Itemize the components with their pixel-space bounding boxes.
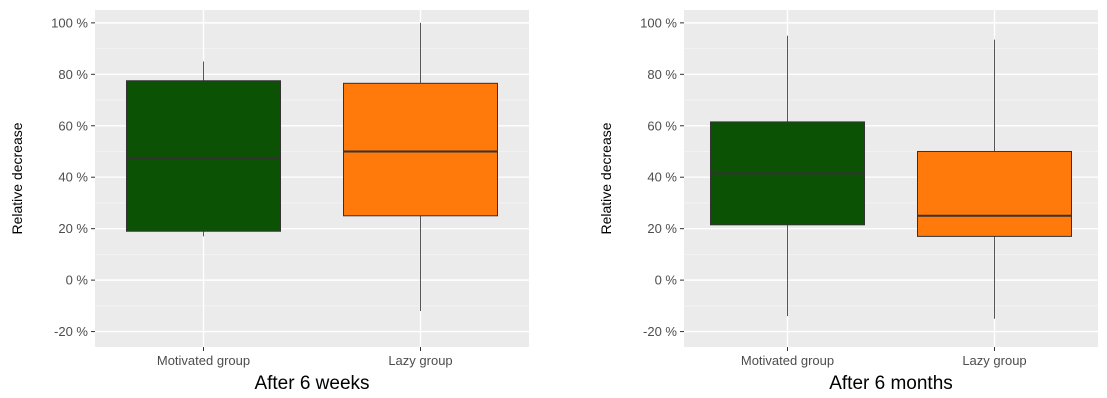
y-tick-label: 100 % xyxy=(51,15,88,30)
panel-2: -20 % 0 % 20 % 40 % 60 % 80 % 100 % Motivated g… xyxy=(598,10,1098,394)
x-tick-label: Lazy group xyxy=(388,353,452,368)
y-tick-label: 80 % xyxy=(647,67,677,82)
y-tick-label: 20 % xyxy=(58,221,88,236)
box-iqr xyxy=(126,80,281,232)
y-tick-label: 100 % xyxy=(640,15,677,30)
box-lazy-group xyxy=(343,22,498,311)
y-axis-label: Relative decrease xyxy=(598,122,614,234)
box-lazy-group xyxy=(917,39,1072,319)
x-tick-label: Motivated group xyxy=(741,353,834,368)
y-tick-label: 0 % xyxy=(66,273,89,288)
y-tick-label: 80 % xyxy=(58,67,88,82)
y-tick-label: 0 % xyxy=(655,273,678,288)
y-tick-label: -20 % xyxy=(643,324,677,339)
x-tick-label: Lazy group xyxy=(962,353,1026,368)
y-tick-label: 60 % xyxy=(647,118,677,133)
box-motivated-group xyxy=(126,61,281,237)
panel-1: -20 % 0 % 20 % 40 % 60 % 80 % 100 % Motivated g… xyxy=(9,10,529,394)
y-axis-label: Relative decrease xyxy=(9,122,25,234)
y-tick-label: 20 % xyxy=(647,221,677,236)
y-tick-label: 60 % xyxy=(58,118,88,133)
y-tick-label: -20 % xyxy=(54,324,88,339)
x-tick-label: Motivated group xyxy=(157,353,250,368)
x-axis-title: After 6 months xyxy=(829,373,953,393)
y-tick-label: 40 % xyxy=(647,170,677,185)
x-axis-title: After 6 weeks xyxy=(254,373,369,393)
y-tick-label: 40 % xyxy=(58,170,88,185)
box-motivated-group xyxy=(710,35,865,317)
box-iqr xyxy=(343,82,498,217)
box-iqr xyxy=(917,150,1072,237)
